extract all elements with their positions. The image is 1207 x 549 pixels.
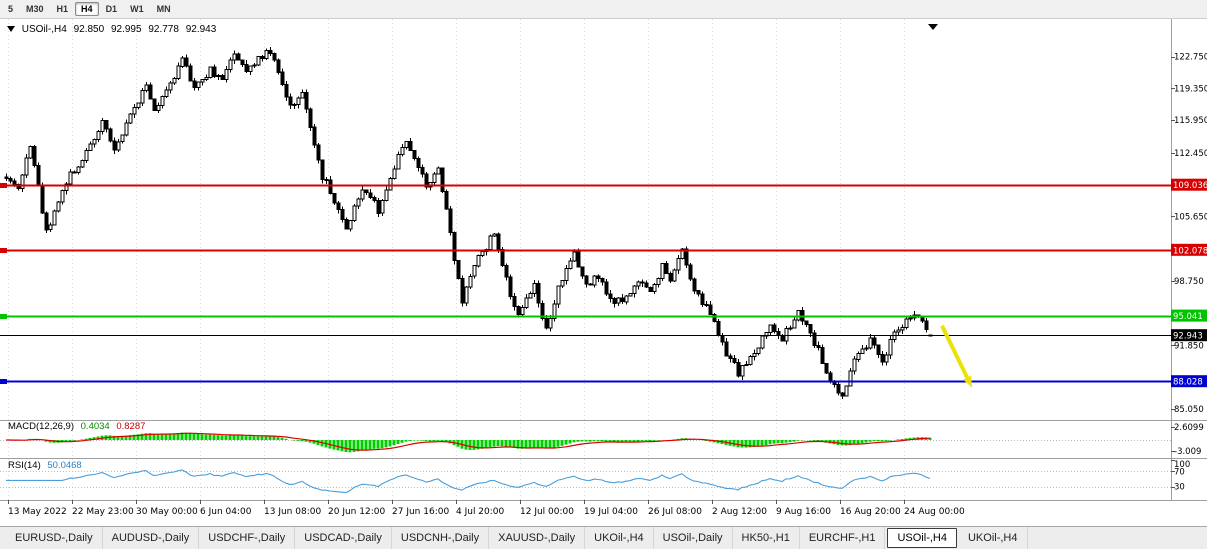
svg-text:100: 100 bbox=[1174, 460, 1190, 470]
svg-text:13 Jun 08:00: 13 Jun 08:00 bbox=[264, 507, 321, 517]
chart-symbol-marker-icon bbox=[7, 26, 15, 33]
macd-indicator-label: MACD(12,26,9) 0.4034 0.8287 bbox=[8, 421, 149, 432]
ohlc-high: 92.995 bbox=[110, 24, 142, 35]
timeframe-button-5[interactable]: 5 bbox=[8, 4, 14, 14]
ohlc-close: 92.943 bbox=[185, 24, 217, 35]
rsi-name: RSI(14) bbox=[8, 460, 41, 471]
svg-text:13 May 2022: 13 May 2022 bbox=[8, 507, 67, 517]
svg-text:22 May 23:00: 22 May 23:00 bbox=[72, 507, 134, 517]
panel-separators bbox=[0, 18, 1207, 501]
svg-text:95.041: 95.041 bbox=[1173, 312, 1203, 322]
svg-text:6 Jun 04:00: 6 Jun 04:00 bbox=[200, 507, 252, 517]
svg-text:19 Jul 04:00: 19 Jul 04:00 bbox=[584, 507, 638, 517]
svg-text:102.078: 102.078 bbox=[1173, 246, 1207, 256]
svg-text:88.028: 88.028 bbox=[1173, 378, 1203, 388]
chart-tab-ukoil-h4[interactable]: UKOil-,H4 bbox=[959, 527, 1028, 549]
svg-text:112.450: 112.450 bbox=[1174, 149, 1207, 159]
svg-text:4 Jul 20:00: 4 Jul 20:00 bbox=[456, 507, 505, 517]
rsi-indicator-label: RSI(14) 50.0468 bbox=[8, 460, 86, 471]
ohlc-open: 92.850 bbox=[73, 24, 105, 35]
svg-text:20 Jun 12:00: 20 Jun 12:00 bbox=[328, 507, 385, 517]
svg-text:98.750: 98.750 bbox=[1174, 277, 1204, 287]
svg-text:91.850: 91.850 bbox=[1174, 341, 1204, 351]
svg-text:27 Jun 16:00: 27 Jun 16:00 bbox=[392, 507, 449, 517]
svg-text:85.050: 85.050 bbox=[1174, 405, 1204, 415]
svg-text:122.750: 122.750 bbox=[1174, 53, 1207, 63]
svg-text:105.650: 105.650 bbox=[1174, 212, 1207, 222]
chart-tab-ukoil-h4[interactable]: UKOil-,H4 bbox=[585, 527, 654, 549]
svg-text:9 Aug 16:00: 9 Aug 16:00 bbox=[776, 507, 831, 517]
timeframe-button-h1[interactable]: H1 bbox=[56, 4, 69, 14]
chart-symbol-period: USOil-,H4 bbox=[21, 24, 67, 35]
svg-text:16 Aug 20:00: 16 Aug 20:00 bbox=[840, 507, 901, 517]
chart-tab-eurchf-h1[interactable]: EURCHF-,H1 bbox=[800, 527, 886, 549]
macd-value-main: 0.4034 bbox=[80, 421, 110, 432]
chart-tab-hk50-h1[interactable]: HK50-,H1 bbox=[733, 527, 800, 549]
chart-ohlc-header: USOil-,H4 92.850 92.995 92.778 92.943 bbox=[7, 24, 220, 35]
candlesticks bbox=[4, 46, 933, 399]
chart-tab-usdcad-daily[interactable]: USDCAD-,Daily bbox=[295, 527, 392, 549]
timeframe-button-h4[interactable]: H4 bbox=[75, 2, 99, 16]
ohlc-low: 92.778 bbox=[148, 24, 179, 35]
svg-text:109.036: 109.036 bbox=[1173, 181, 1207, 191]
svg-text:70: 70 bbox=[1174, 467, 1185, 477]
chart-tabs-bar: EURUSD-,Daily AUDUSD-,Daily USDCHF-,Daily U… bbox=[0, 526, 1207, 549]
timeframe-button-mn[interactable]: MN bbox=[156, 4, 171, 14]
chart-shift-marker-icon[interactable] bbox=[928, 24, 938, 30]
chart-tab-usoil-h4[interactable]: USOil-,H4 bbox=[887, 528, 957, 548]
chart-tab-usoil-daily[interactable]: USOil-,Daily bbox=[654, 527, 733, 549]
svg-text:12 Jul 00:00: 12 Jul 00:00 bbox=[520, 507, 574, 517]
chart-tab-xauusd-daily[interactable]: XAUUSD-,Daily bbox=[489, 527, 586, 549]
svg-text:119.350: 119.350 bbox=[1174, 84, 1207, 94]
chart-tab-audusd-daily[interactable]: AUDUSD-,Daily bbox=[103, 527, 200, 549]
macd-name: MACD(12,26,9) bbox=[8, 421, 74, 432]
rsi-indicator bbox=[0, 469, 1171, 494]
time-axis: 13 May 2022 22 May 23:00 30 May 00:00 6 Jun… bbox=[8, 500, 965, 517]
svg-text:30: 30 bbox=[1174, 483, 1185, 493]
chart-grid bbox=[8, 19, 905, 500]
svg-text:24 Aug 00:00: 24 Aug 00:00 bbox=[904, 507, 965, 517]
svg-text:-3.009: -3.009 bbox=[1174, 447, 1201, 457]
svg-text:115.950: 115.950 bbox=[1174, 116, 1207, 126]
timeframe-button-m30[interactable]: M30 bbox=[26, 4, 44, 14]
chart-tab-usdcnh-daily[interactable]: USDCNH-,Daily bbox=[392, 527, 490, 549]
svg-text:2.6099: 2.6099 bbox=[1174, 423, 1204, 433]
timeframe-toolbar: 5 M30 H1 H4 D1 W1 MN bbox=[0, 0, 1207, 19]
rsi-value: 50.0468 bbox=[47, 460, 82, 471]
timeframe-button-w1[interactable]: W1 bbox=[130, 4, 144, 14]
horizontal-level-lines[interactable] bbox=[0, 183, 1171, 384]
svg-text:30 May 00:00: 30 May 00:00 bbox=[136, 507, 198, 517]
svg-text:92.943: 92.943 bbox=[1173, 332, 1203, 342]
price-axis: 122.750 119.350 115.950 112.450 105.650 98.75… bbox=[1171, 53, 1207, 493]
macd-indicator bbox=[0, 432, 1171, 453]
chart-tab-eurusd-daily[interactable]: EURUSD-,Daily bbox=[6, 527, 103, 549]
timeframe-button-d1[interactable]: D1 bbox=[105, 4, 118, 14]
svg-text:26 Jul 08:00: 26 Jul 08:00 bbox=[648, 507, 702, 517]
chart-tab-usdchf-daily[interactable]: USDCHF-,Daily bbox=[199, 527, 296, 549]
svg-text:2 Aug 12:00: 2 Aug 12:00 bbox=[712, 507, 767, 517]
macd-value-signal: 0.8287 bbox=[116, 421, 146, 432]
arrow-annotation[interactable] bbox=[940, 324, 972, 388]
